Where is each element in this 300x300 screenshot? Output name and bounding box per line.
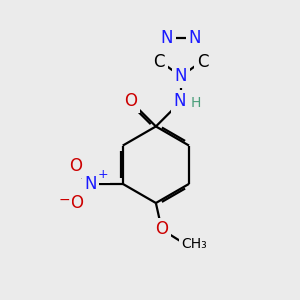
Text: C: C xyxy=(154,53,165,71)
Text: −: − xyxy=(58,193,70,207)
Text: N: N xyxy=(175,68,187,85)
Text: N: N xyxy=(84,175,97,193)
Text: O: O xyxy=(124,92,137,110)
Text: N: N xyxy=(173,92,186,110)
Text: +: + xyxy=(98,168,108,181)
Text: O: O xyxy=(69,157,82,175)
Text: C: C xyxy=(197,53,208,71)
Text: O: O xyxy=(70,194,84,212)
Text: O: O xyxy=(155,220,168,238)
Text: CH₃: CH₃ xyxy=(181,237,207,251)
Text: N: N xyxy=(161,29,173,47)
Text: H: H xyxy=(190,96,201,110)
Text: N: N xyxy=(189,29,201,47)
